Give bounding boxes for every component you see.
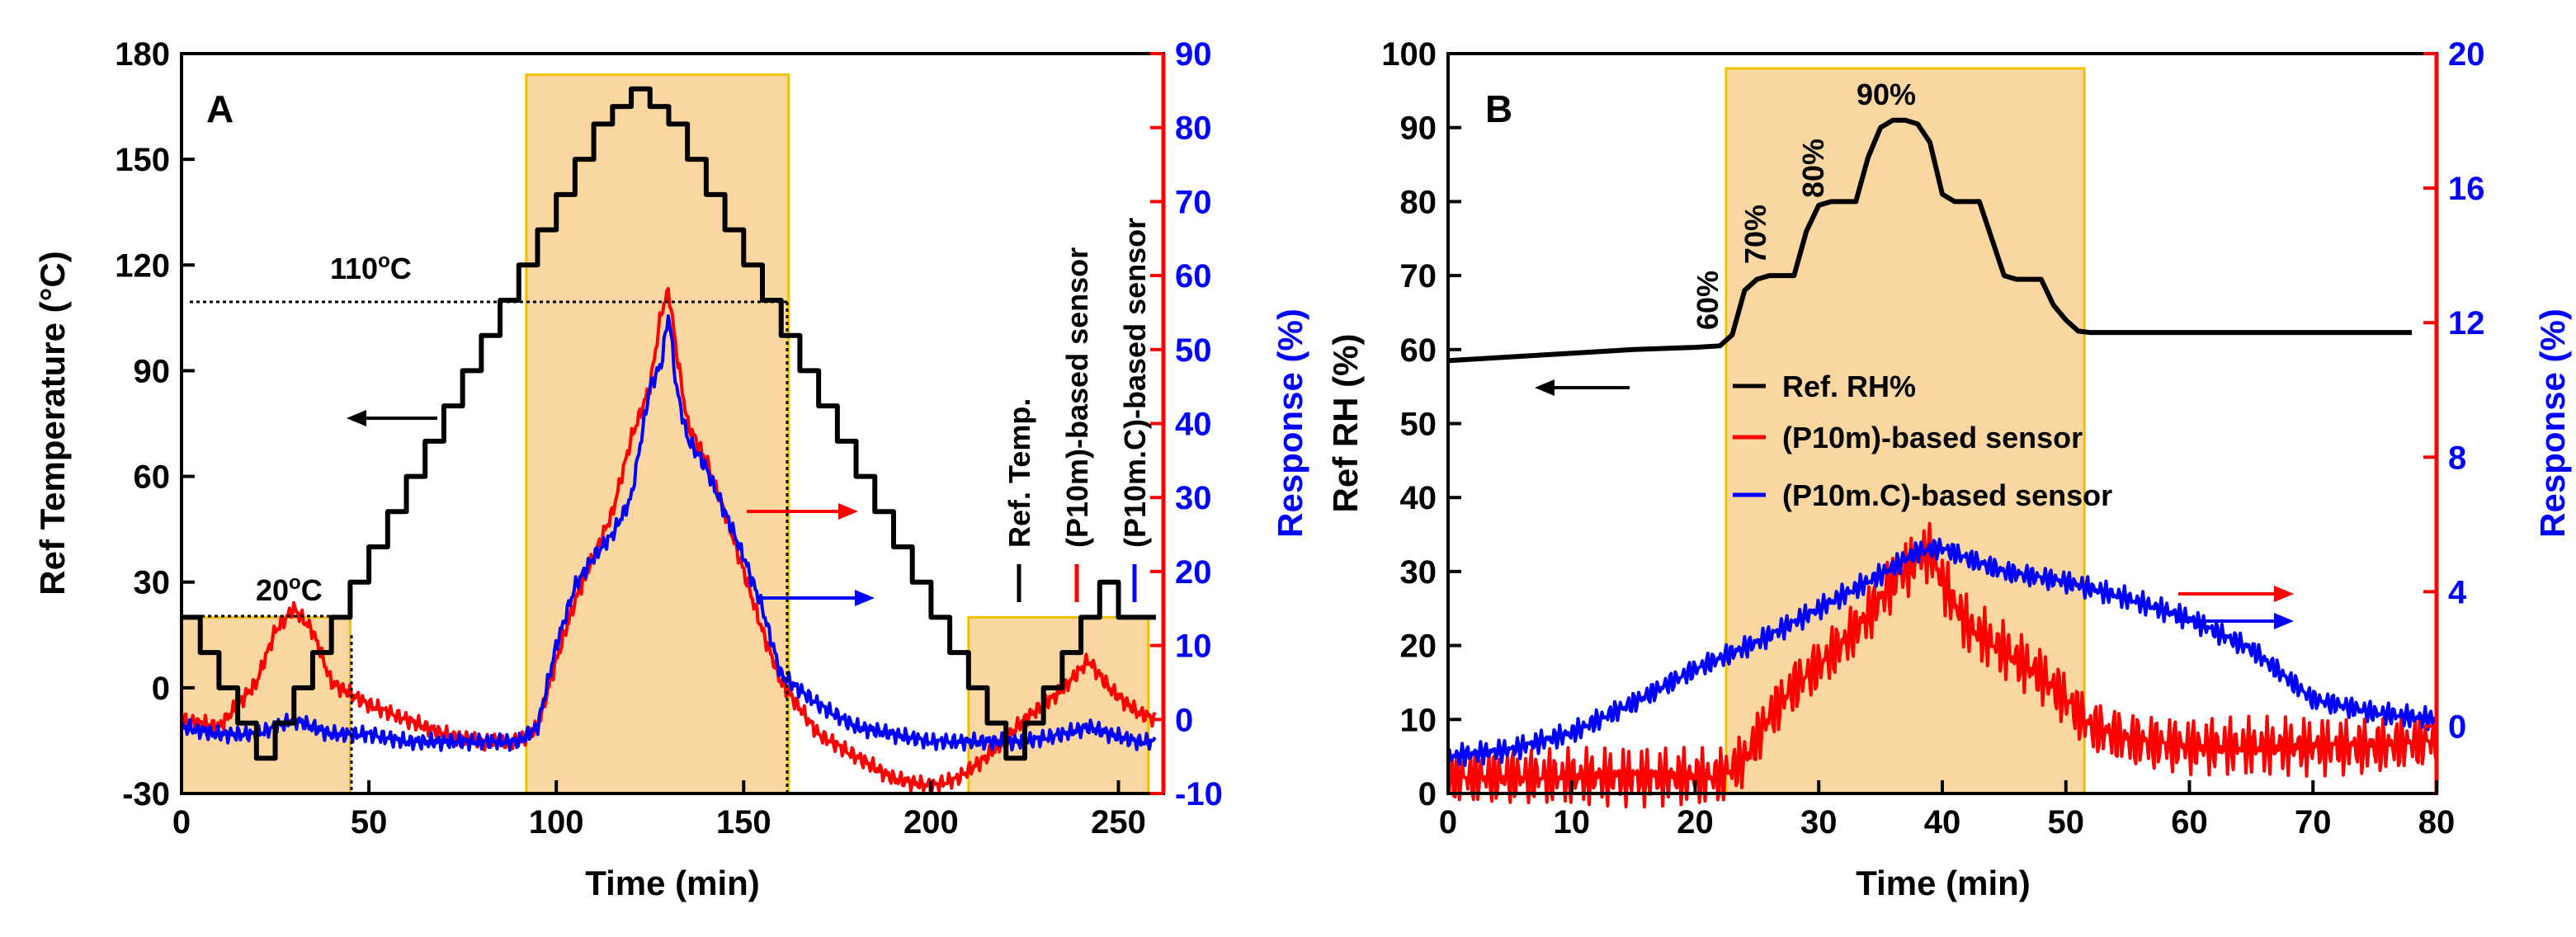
panel-b-chart: 60% 70% 80% 90% Ref. RH% (P10m)-based se…	[1326, 36, 2572, 902]
y2-tick-label: 20	[1175, 554, 1212, 591]
x-tick-label: 50	[2048, 804, 2085, 840]
panel-b-letter: B	[1485, 87, 1512, 130]
y-tick-label: 40	[1400, 480, 1437, 516]
y-tick-label: 30	[134, 565, 171, 601]
panel-a-x-title: Time (min)	[585, 864, 760, 902]
arrow-left-black	[347, 410, 437, 426]
series-line-b-2	[1446, 521, 2438, 809]
x-tick-label: 40	[1924, 804, 1961, 840]
panel-b-y2-title: Response (%)	[2533, 308, 2572, 538]
y-tick-label: 70	[1400, 258, 1437, 294]
y2-tick-label: 16	[2448, 171, 2485, 207]
y2-tick-label: 4	[2448, 574, 2467, 610]
y2-tick-label: 8	[2448, 440, 2466, 476]
legend-label-p10mc: (P10m.C)-based sensor	[1118, 218, 1152, 548]
panel-a-annotations: 110oC 20oC	[182, 250, 875, 793]
shade-region-a-2	[525, 73, 790, 795]
x-tick-label: 80	[2418, 804, 2456, 840]
y2-tick-label: 0	[1175, 702, 1193, 738]
x-tick-label: 250	[1091, 804, 1146, 840]
y-tick-label: 20	[1400, 629, 1437, 665]
y2-tick-label: 60	[1175, 258, 1212, 294]
arrow-right-blue	[761, 590, 875, 606]
y-tick-label: 0	[152, 671, 170, 707]
panel-a-axes: 0 50 100 150 200 250-300306090120150180-10010…	[115, 36, 1223, 840]
legend-label-ref-rh: Ref. RH%	[1782, 370, 1916, 403]
y-tick-label: 120	[115, 247, 170, 284]
y2-tick-label: -10	[1175, 776, 1223, 812]
panel-b-y-title: Ref RH (%)	[1326, 334, 1365, 513]
y2-tick-label: 50	[1175, 332, 1212, 369]
panel-a-letter: A	[206, 87, 234, 130]
x-tick-label: 10	[1554, 804, 1591, 840]
series-line-a-1	[182, 86, 1156, 761]
y2-tick-label: 40	[1175, 407, 1212, 443]
annotation-80pct: 80%	[1796, 139, 1830, 198]
arrow-right-red-b	[2178, 586, 2294, 602]
y2-tick-label: 30	[1175, 480, 1212, 516]
y-tick-label: 10	[1400, 702, 1437, 738]
y-tick-label: -30	[122, 776, 170, 812]
y2-tick-label: 10	[1175, 629, 1212, 665]
legend-label-p10m-b: (P10m)-based sensor	[1782, 421, 2083, 454]
y2-tick-label: 80	[1175, 111, 1212, 147]
x-tick-label: 50	[351, 804, 388, 840]
x-tick-label: 200	[903, 804, 959, 840]
arrow-right-red	[747, 503, 858, 520]
y-tick-label: 100	[1381, 36, 1437, 73]
y-tick-label: 80	[1400, 184, 1437, 220]
y-tick-label: 30	[1400, 554, 1437, 591]
series-line-b-3	[1446, 537, 2438, 767]
panel-b-x-title: Time (min)	[1856, 864, 2031, 902]
panel-a-series	[180, 86, 1157, 794]
annotation-20c: 20oC	[256, 572, 323, 607]
panel-b-annotations: 60% 70% 80% 90%	[1535, 78, 2294, 629]
x-tick-label: 0	[172, 804, 191, 840]
panel-a-chart: 110oC 20oC Ref. Temp. (P10m	[33, 36, 1309, 902]
y2-tick-label: 0	[2448, 709, 2466, 745]
y2-tick-label: 90	[1175, 36, 1212, 73]
y-tick-label: 180	[115, 36, 170, 73]
panel-a-y-title: Ref Temperature (°C)	[33, 251, 72, 595]
y-tick-label: 90	[134, 353, 171, 389]
y2-tick-label: 70	[1175, 184, 1212, 220]
series-line-a-3	[180, 313, 1157, 752]
y-tick-label: 60	[1400, 332, 1437, 369]
x-tick-label: 60	[2171, 804, 2208, 840]
x-tick-label: 30	[1800, 804, 1838, 840]
shade-region-a-1	[180, 615, 351, 795]
legend-label-p10m: (P10m)-based sensor	[1060, 247, 1094, 548]
annotation-110c: 110oC	[330, 250, 412, 285]
legend-label-ref-temp: Ref. Temp.	[1003, 398, 1036, 548]
x-tick-label: 0	[1439, 804, 1457, 840]
panel-b-axes: 0 10 20 30 40 50 60 70 80 0 10 20 30 40 50 60 70 80 90 100 0…	[1381, 36, 2484, 840]
y-tick-label: 90	[1400, 111, 1437, 147]
annotation-60pct: 60%	[1691, 271, 1724, 330]
x-tick-label: 70	[2295, 804, 2332, 840]
annotation-70pct: 70%	[1739, 205, 1772, 264]
arrow-left-black-b	[1535, 379, 1630, 396]
panel-a-y2-title: Response (%)	[1271, 308, 1309, 538]
x-tick-label: 20	[1677, 804, 1714, 840]
y-tick-label: 0	[1418, 776, 1437, 812]
y-tick-label: 60	[134, 459, 171, 496]
panel-a-legend: Ref. Temp. (P10m)-based sensor (P10m.C)-…	[1003, 218, 1152, 602]
shade-region-a-3	[967, 615, 1150, 795]
x-tick-label: 100	[529, 804, 584, 840]
panel-b-series	[1446, 117, 2438, 809]
x-tick-label: 150	[716, 804, 771, 840]
y-tick-label: 150	[115, 142, 170, 178]
legend-label-p10mc-b: (P10m.C)-based sensor	[1782, 478, 2112, 512]
series-line-b-1	[1447, 117, 2413, 364]
panel-b-legend: Ref. RH% (P10m)-based sensor (P10m.C)-ba…	[1733, 370, 2112, 512]
arrow-right-blue-b	[2178, 613, 2294, 629]
y-tick-label: 50	[1400, 407, 1437, 443]
y2-tick-label: 12	[2448, 305, 2485, 341]
annotation-90pct: 90%	[1857, 78, 1916, 111]
series-line-a-2	[180, 287, 1157, 794]
y2-tick-label: 20	[2448, 36, 2485, 73]
